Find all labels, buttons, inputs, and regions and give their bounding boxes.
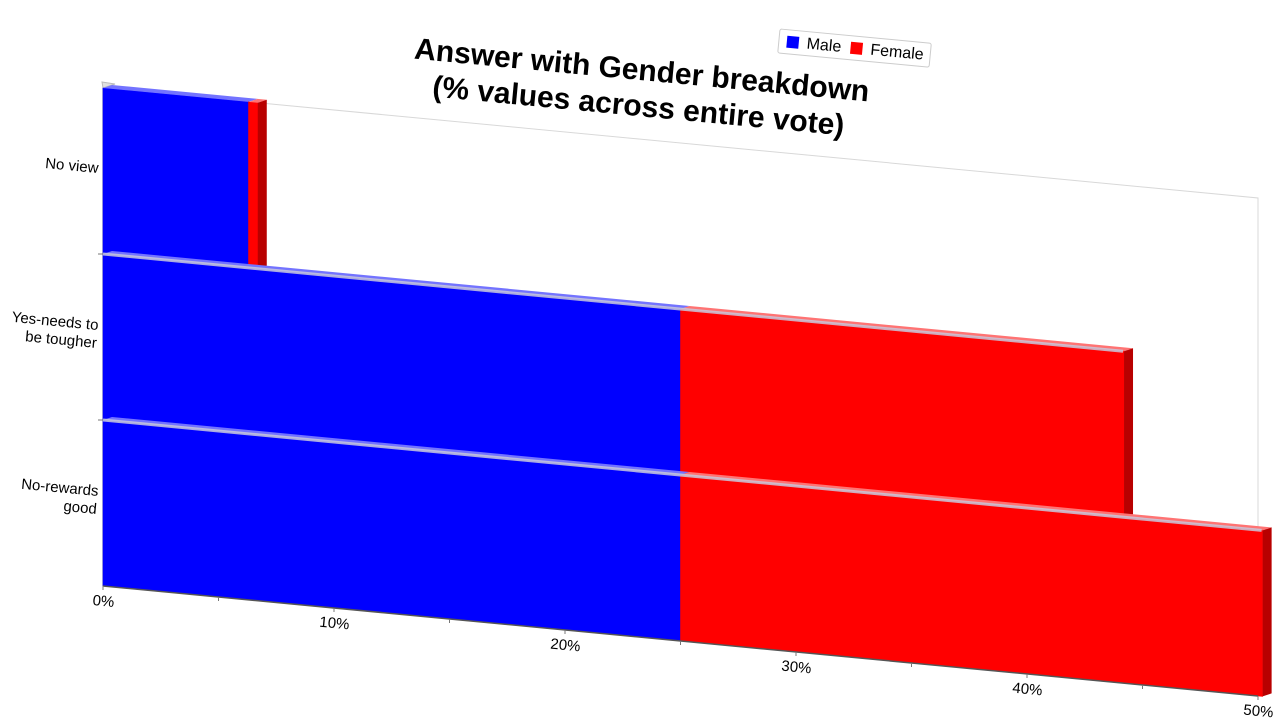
category-label: No-rewardsgood <box>19 476 99 518</box>
chart-legend: Male Female <box>777 28 932 68</box>
bar-side-female-0 <box>257 99 267 269</box>
legend-label-female: Female <box>870 42 925 64</box>
bar-side-female-1 <box>1124 348 1134 518</box>
x-tick-label: 10% <box>319 614 350 634</box>
bar-male-0 <box>102 87 249 269</box>
x-tick-label: 0% <box>92 592 115 611</box>
band-separator-1 <box>102 252 1124 353</box>
band-separator-2 <box>102 418 1262 532</box>
chart-bars <box>102 85 1272 697</box>
chart-axes: 0% 10% 20% 30% 40% 50% No view Yes-needs tobe t… <box>9 155 1274 720</box>
category-label: Yes-needs tobe tougher <box>9 309 99 352</box>
x-tick-label: 40% <box>1012 680 1043 700</box>
legend-box: Male Female <box>777 28 932 68</box>
bar-side-female-2 <box>1262 527 1272 697</box>
bar-top-female-0 <box>248 98 267 103</box>
legend-label-male: Male <box>806 36 842 56</box>
bar-female-0 <box>248 101 259 270</box>
x-tick-label: 20% <box>550 636 581 656</box>
x-tick-label: 30% <box>781 658 812 678</box>
legend-swatch-female <box>849 41 864 55</box>
category-label: No view <box>45 155 100 177</box>
legend-swatch-male <box>786 35 800 49</box>
bar-top-male-0 <box>103 85 258 102</box>
x-tick-label: 50% <box>1243 702 1274 720</box>
